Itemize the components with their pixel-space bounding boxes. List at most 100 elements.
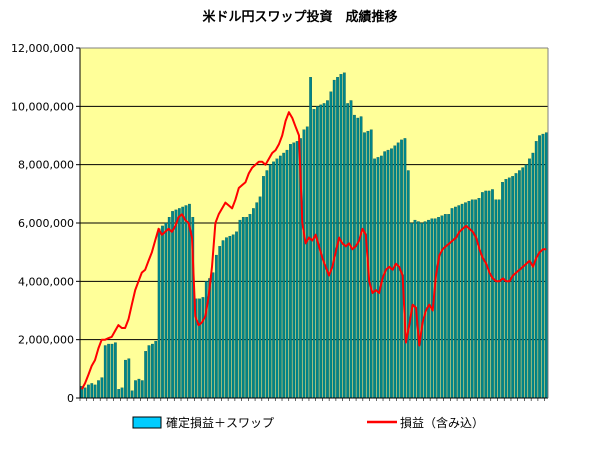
bar <box>107 343 110 399</box>
bar <box>151 343 154 399</box>
line-series <box>80 111 547 390</box>
bar <box>295 141 299 399</box>
bar <box>117 389 121 399</box>
bar <box>252 208 255 399</box>
bar <box>302 129 306 399</box>
bar <box>491 189 494 399</box>
bar <box>386 149 390 399</box>
bar <box>353 114 356 399</box>
bar <box>538 135 541 399</box>
bar <box>528 158 531 399</box>
bar <box>130 390 134 399</box>
bar <box>477 198 481 399</box>
bar <box>278 155 282 399</box>
bar <box>127 358 131 399</box>
bar <box>245 217 249 399</box>
legend-line-label: 損益（含み込） <box>400 415 484 430</box>
chart-title: 米ドル円スワップ投資 成績推移 <box>202 10 398 25</box>
bar <box>87 384 90 399</box>
bar <box>167 217 171 399</box>
bar <box>181 206 185 399</box>
bar <box>228 235 232 399</box>
bar <box>440 215 444 399</box>
bar <box>376 157 380 399</box>
bar <box>225 237 228 399</box>
bar <box>390 148 393 399</box>
legend: 確定損益＋スワップ 損益（含み込） <box>132 415 484 430</box>
bar <box>518 170 521 399</box>
bar <box>433 218 437 399</box>
y-tick-label: 10,000,000 <box>11 100 74 113</box>
bar <box>329 91 333 399</box>
bar <box>238 219 242 399</box>
bar <box>110 343 114 399</box>
bar <box>154 340 158 399</box>
y-axis-ticks: 0 2,000,000 4,000,000 6,000,000 8,000,000 10,… <box>11 42 74 405</box>
bar <box>265 170 269 399</box>
bar <box>147 345 151 399</box>
bar <box>403 138 407 399</box>
bar <box>231 234 235 399</box>
bar <box>120 387 124 399</box>
y-tick-label: 4,000,000 <box>18 275 74 288</box>
legend-bar-swatch <box>132 416 162 429</box>
bar <box>171 211 174 399</box>
bar <box>198 298 201 399</box>
legend-bar-label: 確定損益＋スワップ <box>166 415 274 430</box>
bar <box>346 103 350 399</box>
bar <box>177 208 181 399</box>
bar <box>487 190 491 399</box>
bar <box>521 167 525 399</box>
bar <box>312 109 316 399</box>
bar <box>272 161 275 399</box>
bar <box>204 281 208 399</box>
bar <box>326 100 329 399</box>
bar <box>359 116 363 399</box>
bar <box>443 214 447 399</box>
bar <box>258 196 262 399</box>
bar <box>140 380 144 399</box>
bar <box>460 203 464 399</box>
bar <box>97 380 100 399</box>
bar <box>174 209 178 399</box>
bar <box>507 177 511 399</box>
bar <box>494 199 498 399</box>
bar <box>218 246 222 399</box>
bar <box>289 144 292 399</box>
bar <box>332 79 336 399</box>
bar <box>161 225 164 399</box>
bar <box>406 170 410 399</box>
axes <box>76 47 549 401</box>
bar <box>464 202 467 399</box>
bar <box>544 132 548 399</box>
bar <box>531 152 535 399</box>
bar <box>211 272 215 399</box>
bar <box>480 192 484 399</box>
bar <box>484 190 488 399</box>
bar <box>262 176 265 399</box>
bar <box>292 142 296 399</box>
bar <box>322 103 326 399</box>
bar <box>342 72 346 399</box>
bar <box>285 149 289 399</box>
bar <box>511 176 515 399</box>
bar <box>214 254 218 399</box>
bar <box>201 297 205 399</box>
y-tick-label: 2,000,000 <box>18 334 74 347</box>
bar <box>255 202 259 399</box>
bar <box>164 222 168 399</box>
bar <box>124 359 127 399</box>
bar <box>393 145 397 399</box>
y-tick-label: 0 <box>67 392 74 405</box>
bar <box>235 231 238 399</box>
bar <box>450 208 454 399</box>
bar <box>524 164 528 399</box>
bar <box>241 217 245 399</box>
bar <box>504 179 508 399</box>
bar <box>93 384 97 399</box>
bar <box>437 217 440 399</box>
bar <box>157 228 161 399</box>
bar <box>447 214 451 399</box>
bar <box>248 214 252 399</box>
bar <box>497 199 501 399</box>
